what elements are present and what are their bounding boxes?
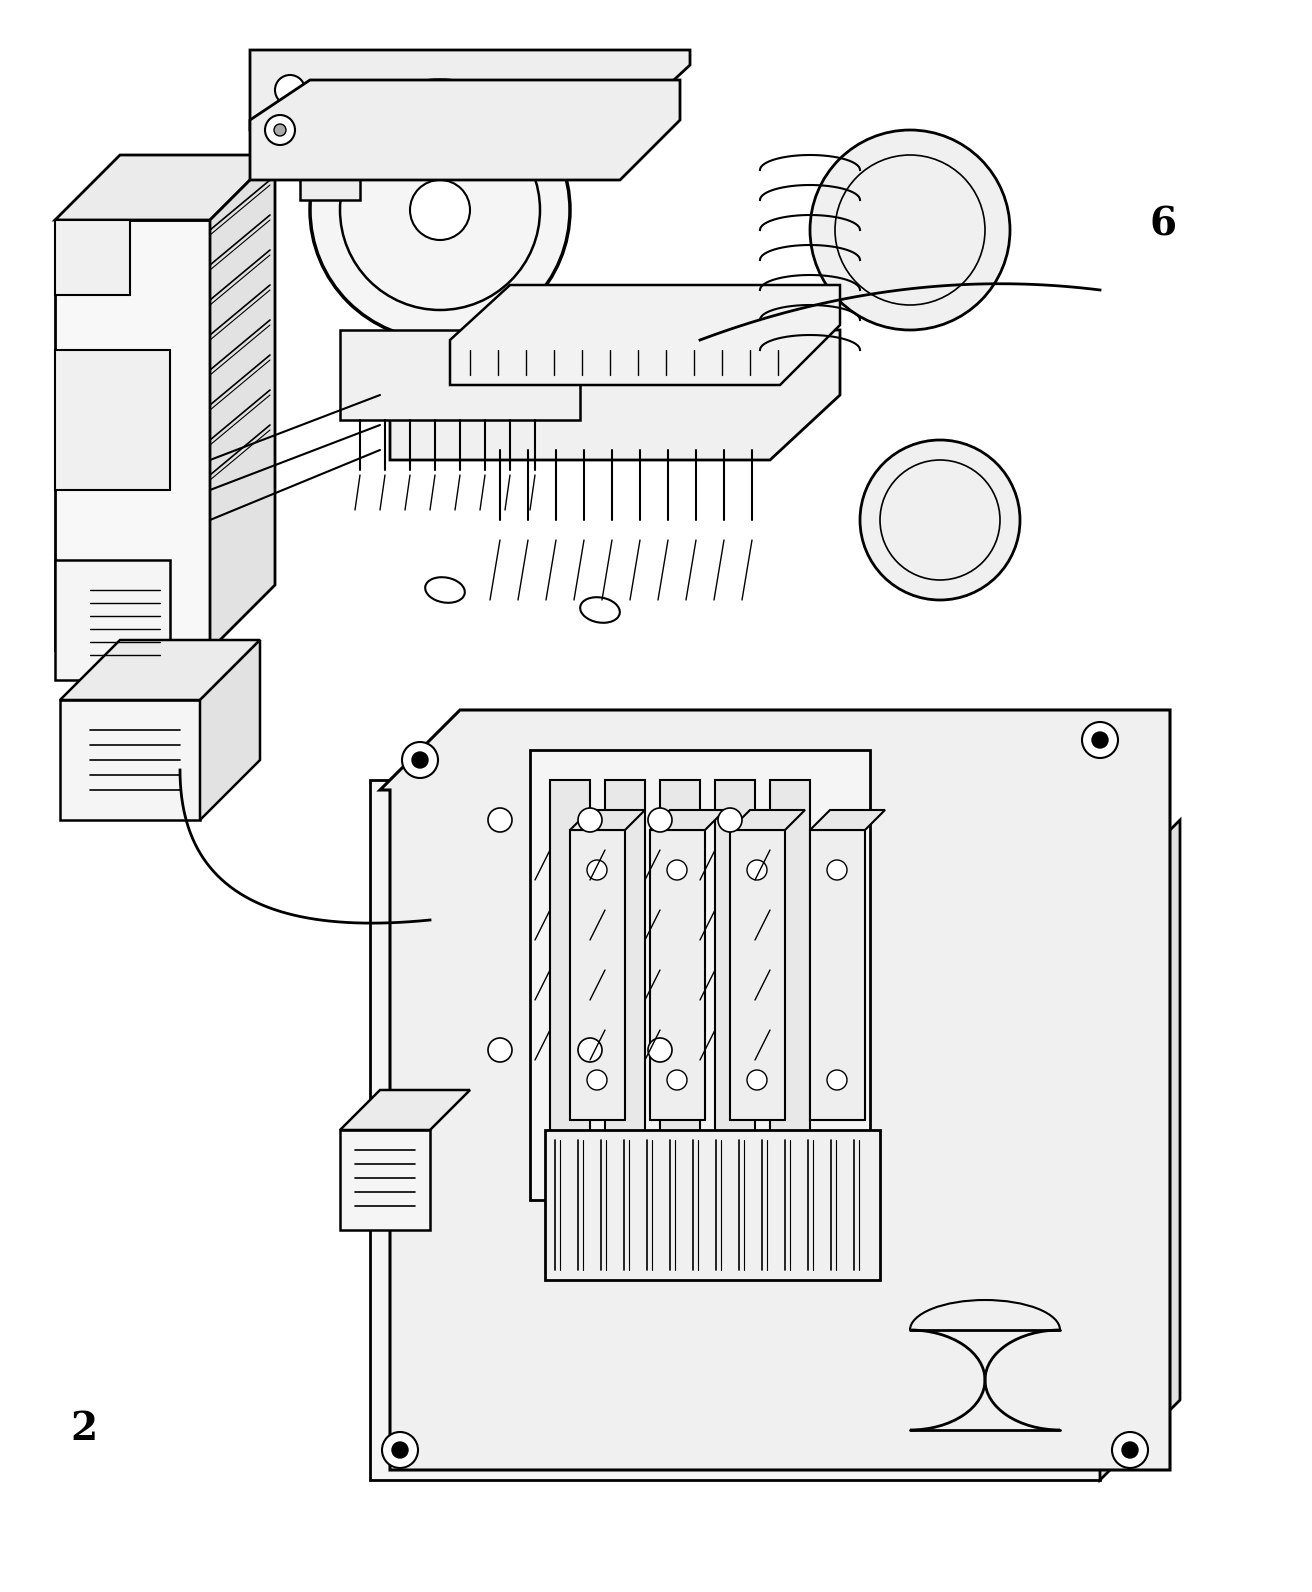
Text: 2: 2 xyxy=(70,1411,97,1449)
Circle shape xyxy=(488,1038,512,1062)
Polygon shape xyxy=(340,1130,430,1231)
Polygon shape xyxy=(649,810,726,829)
Circle shape xyxy=(310,80,569,341)
Polygon shape xyxy=(60,640,260,700)
Circle shape xyxy=(827,860,848,880)
Polygon shape xyxy=(60,700,199,820)
Polygon shape xyxy=(544,1130,880,1280)
Circle shape xyxy=(648,1038,672,1062)
Circle shape xyxy=(401,742,438,778)
Polygon shape xyxy=(370,780,1099,1481)
Polygon shape xyxy=(210,154,276,650)
Polygon shape xyxy=(251,80,680,180)
Text: 6: 6 xyxy=(1151,205,1177,244)
Circle shape xyxy=(1122,1442,1138,1458)
Circle shape xyxy=(666,1070,687,1091)
Circle shape xyxy=(666,860,687,880)
Polygon shape xyxy=(569,810,646,829)
Circle shape xyxy=(586,860,607,880)
Polygon shape xyxy=(729,810,806,829)
Polygon shape xyxy=(550,780,590,1149)
Polygon shape xyxy=(605,780,646,1149)
Circle shape xyxy=(409,180,470,240)
Polygon shape xyxy=(340,1091,470,1130)
Polygon shape xyxy=(770,780,810,1149)
Polygon shape xyxy=(530,750,870,1200)
Circle shape xyxy=(747,1070,768,1091)
Circle shape xyxy=(1092,732,1109,748)
Circle shape xyxy=(276,75,304,105)
Polygon shape xyxy=(55,350,171,490)
Polygon shape xyxy=(810,810,886,829)
Polygon shape xyxy=(569,829,625,1121)
Circle shape xyxy=(810,131,1010,330)
Polygon shape xyxy=(55,154,276,220)
Polygon shape xyxy=(340,330,580,420)
Polygon shape xyxy=(380,710,1170,1469)
Polygon shape xyxy=(251,49,690,131)
Circle shape xyxy=(1082,723,1118,758)
Polygon shape xyxy=(810,829,865,1121)
Circle shape xyxy=(859,439,1019,600)
Polygon shape xyxy=(55,220,130,295)
Circle shape xyxy=(648,809,672,833)
Polygon shape xyxy=(649,829,705,1121)
Polygon shape xyxy=(660,780,701,1149)
Circle shape xyxy=(747,860,768,880)
Polygon shape xyxy=(1099,820,1179,1481)
Circle shape xyxy=(382,1431,419,1468)
Circle shape xyxy=(392,1442,408,1458)
Polygon shape xyxy=(450,285,840,385)
Polygon shape xyxy=(199,640,260,820)
Circle shape xyxy=(718,809,743,833)
Polygon shape xyxy=(55,560,171,680)
Polygon shape xyxy=(729,829,785,1121)
Circle shape xyxy=(586,1070,607,1091)
Circle shape xyxy=(579,1038,602,1062)
Circle shape xyxy=(488,809,512,833)
Polygon shape xyxy=(715,780,754,1149)
Circle shape xyxy=(1113,1431,1148,1468)
Circle shape xyxy=(579,809,602,833)
Circle shape xyxy=(412,751,428,767)
Circle shape xyxy=(827,1070,848,1091)
Polygon shape xyxy=(390,330,840,460)
Polygon shape xyxy=(300,119,359,201)
Circle shape xyxy=(265,115,295,145)
Polygon shape xyxy=(55,220,210,650)
Circle shape xyxy=(274,124,286,135)
